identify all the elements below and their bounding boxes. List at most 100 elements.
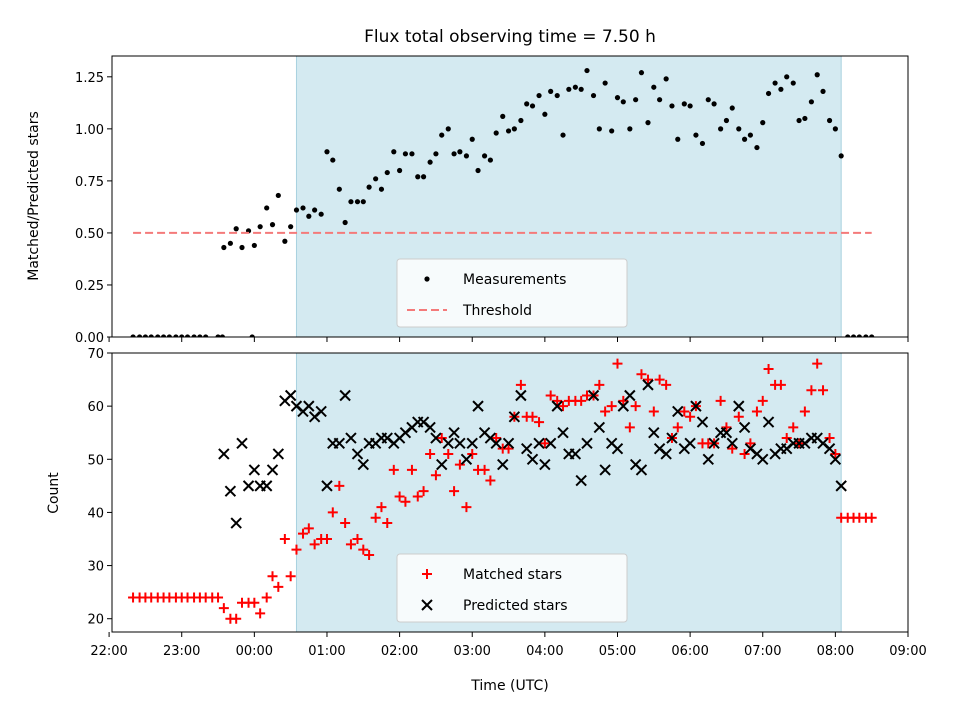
matched-star-point [231,613,242,624]
top-legend-box [396,258,628,328]
predicted-star-point [526,453,539,465]
matched-star-point [612,358,623,369]
measurement-point [306,213,312,219]
matched-star-point [267,571,278,582]
matched-star-point [733,411,744,422]
measurement-point [705,97,711,103]
predicted-star-point [696,416,709,428]
matched-star-point [412,491,423,502]
measurement-point [433,151,439,157]
matched-star-point [309,539,320,550]
matched-star-point [715,395,726,406]
bottom-x-tick-label: 07:00 [744,644,781,659]
measurement-point [184,334,191,337]
matched-star-point [261,592,272,603]
measurement-point [318,211,324,217]
measurement-point [155,334,161,337]
top-y-tick-label: 0.00 [75,331,104,346]
predicted-star-point [460,453,473,465]
bottom-legend-label: Matched stars [463,567,562,583]
predicted-star-point [593,421,606,434]
bottom-legend-label: Predicted stars [463,598,568,614]
measurement-point [790,80,796,86]
measurement-point [609,128,615,134]
matched-star-point [830,448,841,459]
measurement-point [378,186,385,192]
measurement-point [142,334,149,337]
matched-star-point [745,438,756,449]
measurement-point [257,224,263,230]
predicted-star-point [218,448,230,460]
matched-star-point [606,401,617,412]
matched-star-point [630,401,641,412]
predicted-star-point [315,405,327,418]
predicted-star-point [738,421,751,434]
measurement-point [415,174,421,180]
matched-star-point [763,363,774,374]
matched-star-point [364,549,375,560]
measurement-point [578,86,584,92]
predicted-star-point [551,400,563,412]
bottom-plot-area [128,358,877,624]
predicted-star-point [242,480,255,492]
measurement-point [863,334,869,337]
bottom-y-tick-label: 40 [87,506,104,521]
measurement-point [681,101,687,107]
predicted-star-point [617,400,630,412]
measurement-point [729,105,735,111]
measurement-point [239,244,245,251]
matched-star-point [394,491,405,502]
measurement-point [645,120,651,126]
measurement-point [300,205,306,211]
predicted-star-point [260,480,273,492]
legend-matched-marker [422,569,432,579]
measurement-point [826,117,833,124]
measurement-point [524,101,530,107]
matched-star-point [642,374,653,385]
predicted-star-point [272,448,285,460]
predicted-star-point [224,485,237,497]
measurement-point [402,151,409,157]
measurement-point [784,74,790,80]
matched-star-point [467,448,478,459]
predicted-star-point [248,464,261,476]
measurement-point [802,115,808,122]
bottom-legend-box [396,553,628,623]
measurement-point [584,67,590,74]
matched-star-point [866,512,877,523]
measurement-point [293,207,300,213]
matched-star-point [388,464,399,475]
bottom-x-tick-label: 04:00 [526,644,563,659]
predicted-star-point [690,400,702,412]
matched-star-point [503,443,514,454]
measurement-point [772,80,778,86]
measurement-point [838,153,844,159]
chart-title: Flux total observing time = 7.50 h [364,27,656,47]
predicted-star-point [684,437,696,450]
top-y-tick-label: 0.25 [75,279,104,294]
predicted-star-point [515,389,527,402]
measurement-point [264,205,270,211]
matched-star-point [624,422,635,433]
predicted-star-point [448,427,460,439]
matched-star-point [321,534,332,544]
predicted-star-point [321,480,333,492]
measurement-point [845,334,851,337]
measurement-point [850,334,857,337]
legend-measurement-marker [424,276,430,282]
matched-star-point [812,358,823,369]
matched-star-point [806,385,817,396]
measurement-point [463,153,470,159]
predicted-star-point [587,389,600,402]
matched-star-point [461,502,472,513]
matched-star-point [376,502,387,513]
measurement-point [215,334,221,337]
matched-star-point [576,395,587,406]
measurement-point [511,126,517,132]
matched-star-point [340,518,351,529]
measurement-point [651,84,657,90]
measurement-point [130,334,136,337]
measurement-point [669,103,675,109]
matched-star-point [218,603,229,614]
predicted-star-point [436,458,448,471]
